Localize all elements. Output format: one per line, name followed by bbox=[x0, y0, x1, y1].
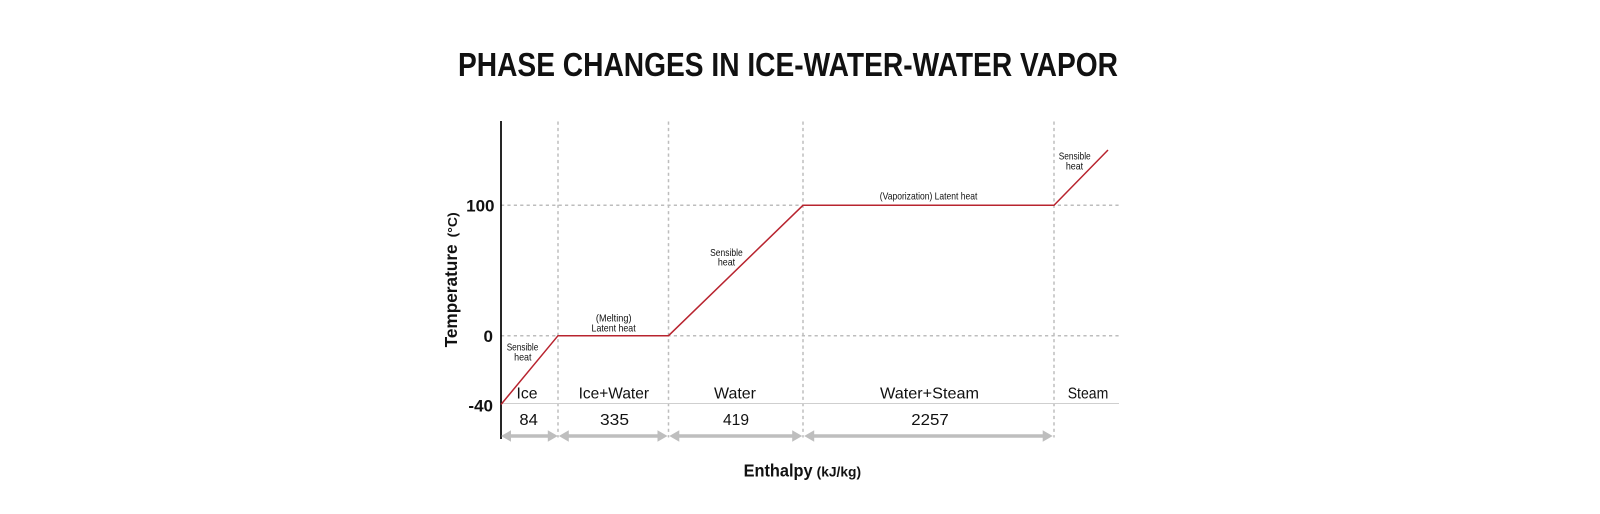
svg-text:Sensible: Sensible bbox=[710, 247, 743, 259]
svg-text:Water: Water bbox=[714, 386, 757, 403]
svg-text:2257: 2257 bbox=[911, 412, 949, 429]
svg-text:-40: -40 bbox=[468, 396, 493, 415]
svg-text:Sensible: Sensible bbox=[1059, 150, 1091, 162]
svg-text:Water+Steam: Water+Steam bbox=[880, 386, 979, 403]
svg-text:84: 84 bbox=[519, 412, 538, 429]
svg-text:PHASE CHANGES IN ICE-WATER-WAT: PHASE CHANGES IN ICE-WATER-WATER VAPOR bbox=[458, 46, 1118, 83]
svg-text:(°C): (°C) bbox=[445, 212, 460, 237]
svg-text:419: 419 bbox=[723, 412, 749, 429]
svg-text:Steam: Steam bbox=[1068, 386, 1109, 403]
svg-text:Enthalpy: Enthalpy bbox=[744, 461, 813, 481]
svg-text:Latent heat: Latent heat bbox=[592, 322, 636, 334]
svg-text:(Melting): (Melting) bbox=[596, 312, 632, 324]
svg-text:100: 100 bbox=[466, 197, 494, 216]
svg-text:(kJ/kg): (kJ/kg) bbox=[817, 465, 862, 480]
svg-text:0: 0 bbox=[484, 327, 493, 346]
svg-text:Ice: Ice bbox=[517, 386, 538, 403]
svg-text:Temperature: Temperature bbox=[441, 244, 461, 347]
svg-text:Ice+Water: Ice+Water bbox=[579, 386, 650, 403]
svg-text:heat: heat bbox=[1066, 160, 1083, 172]
svg-text:Sensible: Sensible bbox=[507, 342, 539, 354]
svg-text:heat: heat bbox=[514, 351, 531, 363]
svg-text:335: 335 bbox=[600, 412, 629, 429]
svg-text:(Vaporization) Latent heat: (Vaporization) Latent heat bbox=[880, 190, 978, 202]
svg-text:heat: heat bbox=[718, 256, 735, 268]
